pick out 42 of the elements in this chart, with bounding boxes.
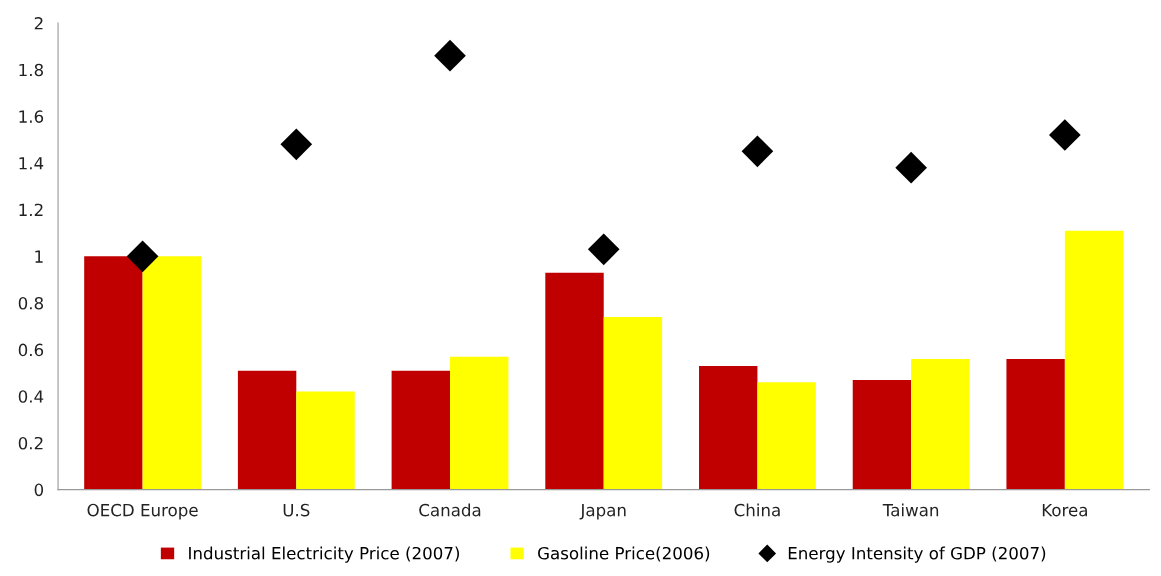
y-tick-label: 1 [35,250,43,263]
y-tick-label: 0.2 [18,436,43,450]
point [126,240,159,273]
bar [450,356,509,490]
point [741,135,774,168]
y-tick-label: 1.8 [19,63,44,77]
bar [699,365,758,490]
legend-label: Industrial Electricity Price (2007) [189,546,459,563]
x-tick-label: Canada [419,503,481,517]
point [434,39,466,72]
bar [911,358,970,490]
x-tick-label: Taiwan [882,503,939,517]
point [280,128,313,161]
y-tick-label: 1.4 [19,157,44,170]
x-tick-label: U.S [283,503,310,517]
y-tick-label: 0.6 [18,343,44,357]
bar [603,316,663,490]
y-tick-label: 1.6 [19,110,44,123]
point [895,151,927,184]
legend-label: Gasoline Price(2006) [538,546,710,562]
y-tick-label: 0 [34,483,44,497]
y-tick-label: 0.4 [18,390,44,403]
y-tick-label: 1.2 [19,203,43,216]
y-tick-label: 2 [34,17,43,30]
bar [84,256,143,490]
point [587,233,620,266]
legend-label: Energy Intensity of GDP (2007) [788,546,1046,563]
bar [1064,230,1124,490]
bar [852,379,912,490]
bar [1006,358,1065,490]
bar [391,370,451,490]
bar [296,391,355,490]
point [1049,119,1081,151]
x-tick-label: OECD Europe [87,503,198,520]
x-tick-label: Korea [1042,504,1087,517]
bar [757,382,816,490]
y-tick-label: 0.8 [18,296,44,310]
bar [142,256,201,490]
x-tick-label: Japan [579,504,626,520]
bar [237,370,297,490]
bar [545,272,604,490]
x-tick-label: China [734,503,780,517]
